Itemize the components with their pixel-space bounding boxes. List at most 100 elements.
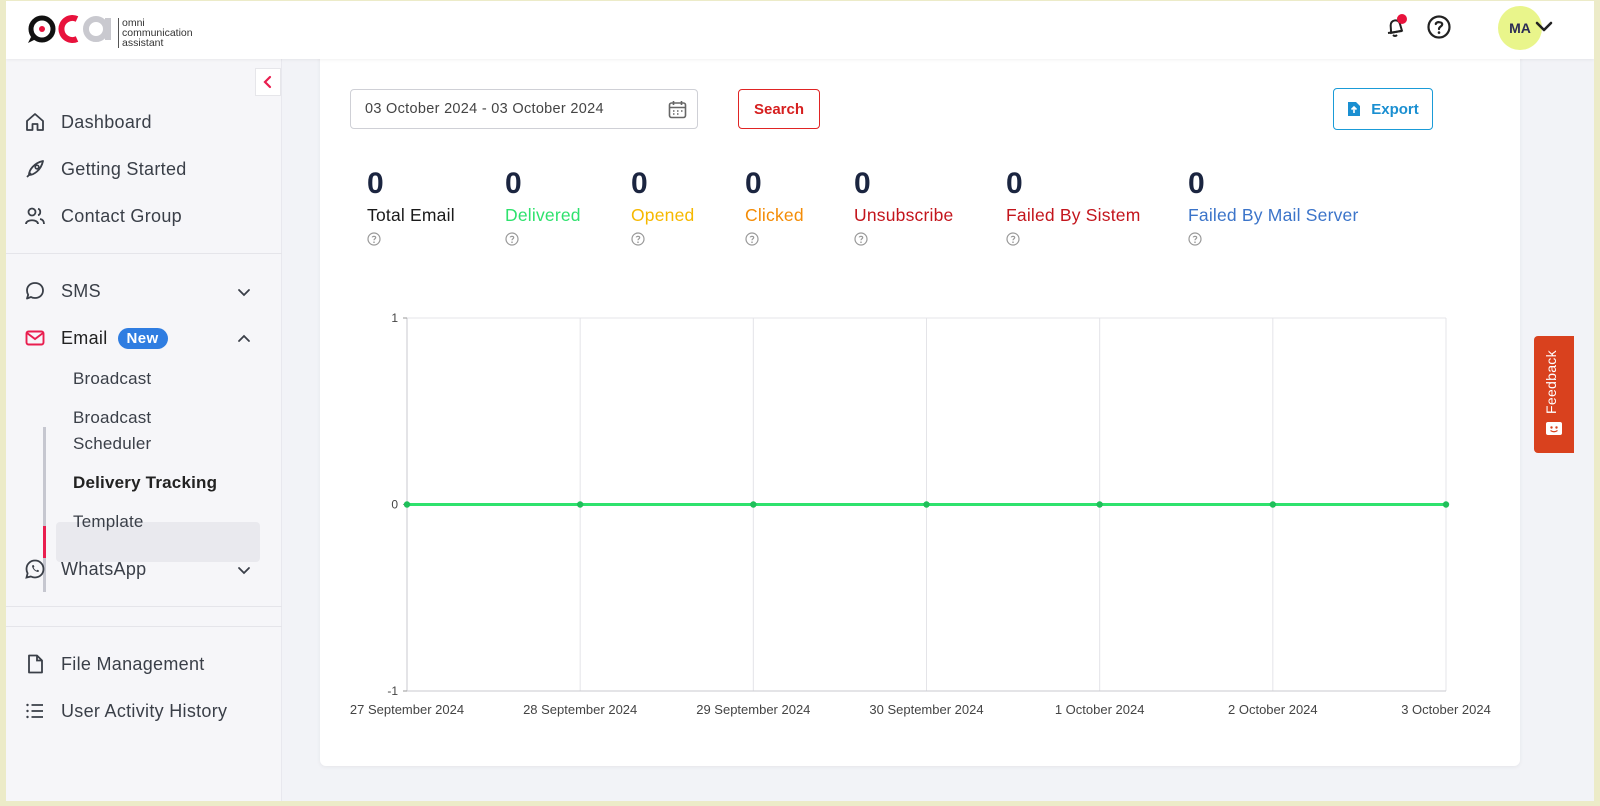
sidebar-item-label: User Activity History xyxy=(61,700,228,721)
chat-icon xyxy=(26,282,44,300)
submenu-item-broadcast-scheduler[interactable]: Broadcast Scheduler xyxy=(73,408,152,453)
sidebar-item-whatsapp[interactable]: WhatsApp xyxy=(24,551,146,587)
y-tick-label: 0 xyxy=(391,498,398,512)
data-point xyxy=(403,501,411,508)
stat-label: Unsubscribe xyxy=(854,205,954,225)
submenu-item-delivery-tracking[interactable]: Delivery Tracking xyxy=(73,473,218,492)
calendar-icon xyxy=(668,101,687,119)
list-icon xyxy=(26,703,43,719)
data-point xyxy=(1096,501,1103,508)
help-icon[interactable] xyxy=(854,232,868,246)
bell-icon[interactable] xyxy=(1382,14,1408,40)
help-icon[interactable] xyxy=(367,232,381,246)
stat-value: 0 xyxy=(854,167,871,200)
sidebar-divider xyxy=(6,626,282,627)
y-tick-label: 1 xyxy=(391,311,398,325)
y-tick-label: -1 xyxy=(387,684,398,698)
chevron-left-icon xyxy=(263,75,272,89)
search-button[interactable]: Search xyxy=(738,89,820,129)
oca-logo-mark xyxy=(28,15,111,43)
sidebar-item-dashboard[interactable]: Dashboard xyxy=(24,104,152,140)
sidebar-item-file-management[interactable]: File Management xyxy=(24,646,205,682)
collapse-sidebar-button[interactable] xyxy=(255,68,281,96)
sidebar-item-label: WhatsApp xyxy=(61,558,147,579)
data-point xyxy=(1442,501,1450,508)
sidebar-item-getting-started[interactable]: Getting Started xyxy=(24,151,187,187)
stat-value: 0 xyxy=(505,167,522,200)
active-submenu-indicator xyxy=(43,526,46,558)
active-submenu-highlight xyxy=(56,522,260,562)
chevron-down-icon[interactable] xyxy=(236,284,252,300)
file-icon xyxy=(28,654,43,674)
stat-unsubscribe: 0 Unsubscribe xyxy=(854,164,953,251)
mail-icon xyxy=(25,330,45,346)
app-window: omni communication assistant MA xyxy=(6,1,1594,801)
x-tick-label: 30 September 2024 xyxy=(869,702,983,717)
delivery-line-chart: 1 0 -1 27 September 2024 28 September 2024 29… xyxy=(350,311,1491,717)
avatar[interactable]: MA xyxy=(1498,6,1542,50)
data-point xyxy=(1269,501,1277,508)
whatsapp-icon xyxy=(25,559,45,579)
help-icon[interactable] xyxy=(631,232,645,246)
new-badge: New xyxy=(117,327,168,349)
data-point xyxy=(923,501,930,508)
x-tick-label: 27 September 2024 xyxy=(350,702,464,717)
date-range-value: 03 October 2024 - 03 October 2024 xyxy=(365,101,604,117)
submenu-rail xyxy=(43,427,46,592)
feedback-tab[interactable]: Feedback xyxy=(1534,336,1574,453)
logo-line: communication xyxy=(122,27,193,39)
x-tick-label: 2 October 2024 xyxy=(1228,702,1318,717)
logo-line: assistant xyxy=(122,37,164,49)
help-icon[interactable] xyxy=(745,232,759,246)
rocket-icon xyxy=(26,160,44,178)
sidebar-item-email[interactable]: Email New xyxy=(24,320,168,356)
sidebar-item-user-activity-history[interactable]: User Activity History xyxy=(24,693,227,729)
stat-value: 0 xyxy=(631,167,648,200)
top-header: omni communication assistant MA xyxy=(6,1,1594,59)
stat-label: Failed By Mail Server xyxy=(1188,205,1359,225)
logo-text: omni communication assistant xyxy=(118,18,193,48)
stat-label: Opened xyxy=(631,205,695,225)
avatar-initials: MA xyxy=(1509,20,1531,36)
stat-label: Total Email xyxy=(367,205,455,225)
sidebar-divider xyxy=(6,253,282,254)
date-range-picker[interactable]: 03 October 2024 - 03 October 2024 xyxy=(350,89,698,129)
feedback-chat-icon xyxy=(1546,422,1562,435)
stat-label: Clicked xyxy=(745,205,804,225)
export-button[interactable]: Export xyxy=(1333,88,1433,130)
stat-value: 0 xyxy=(367,167,384,200)
export-file-icon xyxy=(1348,102,1361,116)
submenu-item-broadcast[interactable]: Broadcast xyxy=(73,369,152,388)
stat-value: 0 xyxy=(1188,167,1205,200)
chevron-down-icon[interactable] xyxy=(1534,17,1554,37)
stat-clicked: 0 Clicked xyxy=(745,164,804,251)
help-icon[interactable] xyxy=(1426,14,1452,40)
x-tick-label: 3 October 2024 xyxy=(1401,702,1491,717)
sidebar-item-contact-group[interactable]: Contact Group xyxy=(24,198,182,234)
stat-opened: 0 Opened xyxy=(631,164,694,251)
stat-label: Delivered xyxy=(505,205,581,225)
sidebar-divider xyxy=(6,606,282,607)
notification-dot xyxy=(1397,14,1407,24)
help-icon[interactable] xyxy=(1006,232,1020,246)
sidebar-item-label: Getting Started xyxy=(61,158,187,179)
sidebar-item-label: SMS xyxy=(61,280,101,301)
logo-line: omni xyxy=(122,17,145,29)
chevron-up-icon[interactable] xyxy=(236,331,252,347)
app-logo[interactable]: omni communication assistant xyxy=(26,9,206,49)
submenu-item-template[interactable]: Template xyxy=(73,512,144,531)
sidebar-item-label: Contact Group xyxy=(61,205,182,226)
delivery-tracking-card: 03 October 2024 - 03 October 2024 Search… xyxy=(320,41,1520,766)
stat-failed-by-sistem: 0 Failed By Sistem xyxy=(1006,164,1141,251)
help-icon[interactable] xyxy=(505,232,519,246)
stat-value: 0 xyxy=(1006,167,1023,200)
help-icon[interactable] xyxy=(1188,232,1202,246)
stat-delivered: 0 Delivered xyxy=(505,164,581,251)
x-tick-label: 29 September 2024 xyxy=(696,702,810,717)
chevron-down-icon[interactable] xyxy=(236,562,252,578)
sidebar-item-sms[interactable]: SMS xyxy=(24,273,101,309)
sidebar-item-label: Email xyxy=(61,327,108,348)
stat-failed-by-mail-server: 0 Failed By Mail Server xyxy=(1188,164,1359,251)
sidebar-item-label: Dashboard xyxy=(61,111,152,132)
users-icon xyxy=(25,207,45,225)
